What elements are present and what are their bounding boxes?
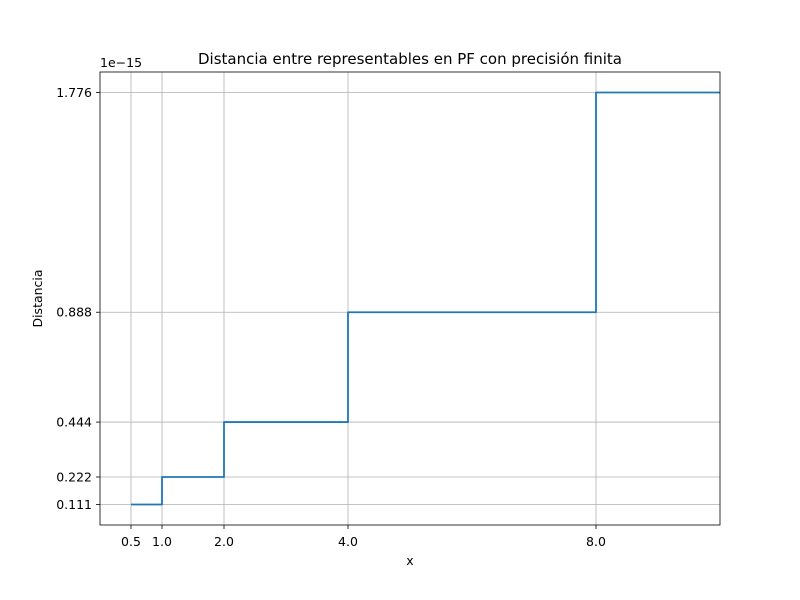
chart-title: Distancia entre representables en PF con… — [198, 50, 622, 68]
x-tick-label: 1.0 — [152, 534, 172, 549]
y-tick-label: 0.888 — [56, 305, 92, 320]
y-tick-label: 1.776 — [56, 85, 92, 100]
grid-layer — [100, 72, 720, 525]
x-tick-label: 0.5 — [121, 534, 141, 549]
y-tick-label: 0.222 — [56, 470, 92, 485]
y-tick-label: 0.111 — [56, 497, 92, 512]
ticks-layer: 0.5 1.0 2.0 4.0 8.0 0.111 0.222 0.444 0.888 1.776 — [56, 85, 606, 549]
x-tick-label: 8.0 — [586, 534, 606, 549]
y-axis-label: Distancia — [30, 269, 45, 327]
x-tick-label: 4.0 — [338, 534, 358, 549]
y-offset-label: 1e−15 — [100, 55, 142, 70]
y-tick-label: 0.444 — [56, 415, 92, 430]
x-tick-label: 2.0 — [214, 534, 234, 549]
series-line — [131, 91, 720, 506]
x-axis-label: x — [406, 553, 413, 568]
series-layer — [131, 91, 720, 506]
plot-frame — [99, 71, 721, 526]
